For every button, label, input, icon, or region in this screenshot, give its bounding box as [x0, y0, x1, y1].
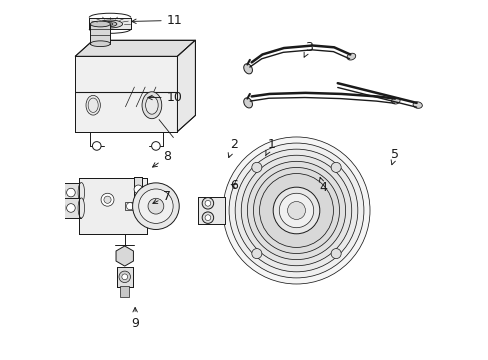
Ellipse shape — [142, 92, 162, 119]
Bar — [117, 267, 132, 287]
Circle shape — [251, 162, 262, 172]
Ellipse shape — [58, 198, 65, 218]
Polygon shape — [75, 56, 177, 132]
Text: 7: 7 — [153, 190, 171, 203]
Circle shape — [279, 193, 313, 228]
Circle shape — [247, 161, 345, 260]
Circle shape — [92, 141, 101, 150]
Bar — [125, 202, 134, 211]
Bar — [61, 183, 81, 203]
Ellipse shape — [90, 21, 110, 27]
Text: 6: 6 — [229, 179, 237, 192]
Circle shape — [148, 198, 163, 214]
Circle shape — [259, 174, 333, 247]
Circle shape — [104, 196, 111, 203]
Circle shape — [126, 203, 133, 210]
Circle shape — [139, 189, 173, 224]
Circle shape — [235, 149, 357, 272]
Ellipse shape — [391, 98, 399, 104]
Text: 4: 4 — [319, 177, 326, 194]
Text: 8: 8 — [152, 150, 171, 167]
Circle shape — [287, 202, 305, 220]
Ellipse shape — [412, 102, 422, 108]
Polygon shape — [116, 246, 133, 266]
Ellipse shape — [103, 22, 117, 27]
Bar — [134, 177, 142, 202]
Text: 9: 9 — [131, 307, 139, 330]
Circle shape — [132, 183, 179, 229]
Ellipse shape — [243, 64, 252, 74]
Ellipse shape — [86, 95, 100, 115]
Circle shape — [330, 248, 341, 258]
Circle shape — [253, 167, 339, 253]
Circle shape — [330, 162, 341, 172]
Ellipse shape — [90, 41, 110, 46]
Bar — [61, 198, 81, 218]
Circle shape — [241, 155, 351, 266]
Circle shape — [101, 193, 114, 206]
Ellipse shape — [346, 53, 355, 60]
Text: 10: 10 — [147, 91, 182, 104]
Text: 3: 3 — [304, 41, 312, 57]
Circle shape — [134, 185, 142, 194]
Circle shape — [151, 141, 160, 150]
Polygon shape — [177, 40, 195, 132]
Polygon shape — [89, 18, 131, 29]
Text: 2: 2 — [228, 138, 237, 158]
Circle shape — [204, 201, 210, 206]
Circle shape — [204, 215, 210, 221]
Ellipse shape — [78, 183, 84, 203]
Circle shape — [66, 188, 75, 197]
Circle shape — [273, 187, 319, 234]
Circle shape — [202, 212, 213, 224]
Ellipse shape — [58, 183, 65, 203]
Circle shape — [119, 271, 130, 283]
Ellipse shape — [97, 20, 122, 28]
Circle shape — [202, 198, 213, 209]
Text: 11: 11 — [131, 14, 182, 27]
Circle shape — [251, 248, 262, 258]
Text: 5: 5 — [390, 148, 398, 165]
Circle shape — [223, 137, 369, 284]
Ellipse shape — [145, 96, 158, 114]
Bar — [90, 24, 110, 44]
Ellipse shape — [107, 23, 113, 25]
Polygon shape — [75, 40, 195, 56]
Circle shape — [122, 274, 127, 280]
Circle shape — [66, 204, 75, 212]
Ellipse shape — [243, 98, 252, 108]
Polygon shape — [79, 178, 147, 234]
Ellipse shape — [78, 198, 84, 218]
Text: 1: 1 — [265, 138, 275, 156]
Circle shape — [228, 143, 363, 278]
Bar — [120, 286, 129, 297]
Bar — [198, 197, 224, 224]
